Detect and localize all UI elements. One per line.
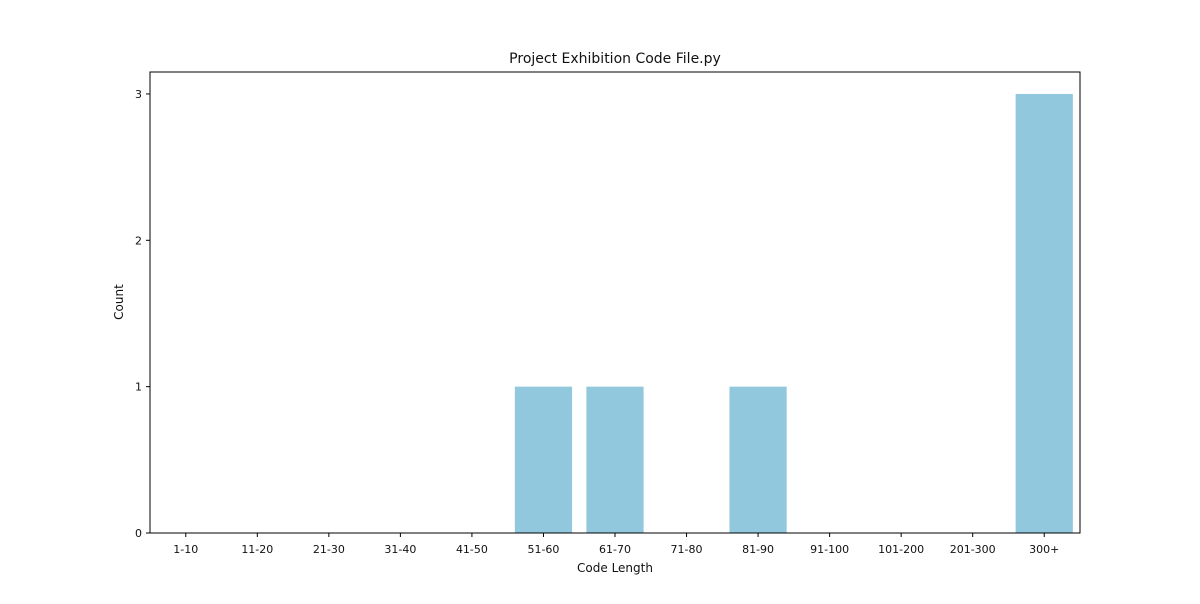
bar-81-90: [729, 386, 787, 533]
x-tick-label: 41-50: [456, 543, 488, 556]
x-tick-label: 21-30: [313, 543, 345, 556]
chart-title: Project Exhibition Code File.py: [509, 51, 721, 67]
x-tick-label: 300+: [1029, 543, 1059, 556]
x-tick-label: 61-70: [599, 543, 631, 556]
x-tick-label: 1-10: [173, 543, 198, 556]
bar-300-: [1015, 93, 1073, 533]
plot-frame: [149, 71, 1081, 534]
y-tick-label: 3: [135, 88, 142, 101]
x-tick-label: 201-300: [950, 543, 996, 556]
y-ticks-layer: 0 1 2 3: [135, 88, 150, 540]
y-axis-label: Count: [112, 284, 126, 320]
bar-51-60: [514, 386, 573, 533]
x-tick-label: 51-60: [527, 543, 559, 556]
x-tick-label: 71-80: [671, 543, 703, 556]
x-tick-label: 31-40: [384, 543, 416, 556]
x-ticks-layer: 1-10 11-20 21-30 31-40 41-50 51-60 61-70 71-80 8…: [173, 533, 1059, 556]
x-axis-label: Code Length: [577, 561, 653, 575]
y-tick-label: 1: [135, 381, 142, 394]
bar-61-70: [586, 386, 644, 533]
x-tick-label: 91-100: [810, 543, 849, 556]
x-tick-label: 101-200: [878, 543, 924, 556]
x-tick-label: 11-20: [241, 543, 273, 556]
x-tick-label: 81-90: [742, 543, 774, 556]
y-tick-label: 2: [135, 234, 142, 247]
bars-layer: [514, 93, 1073, 533]
y-tick-label: 0: [135, 527, 142, 540]
